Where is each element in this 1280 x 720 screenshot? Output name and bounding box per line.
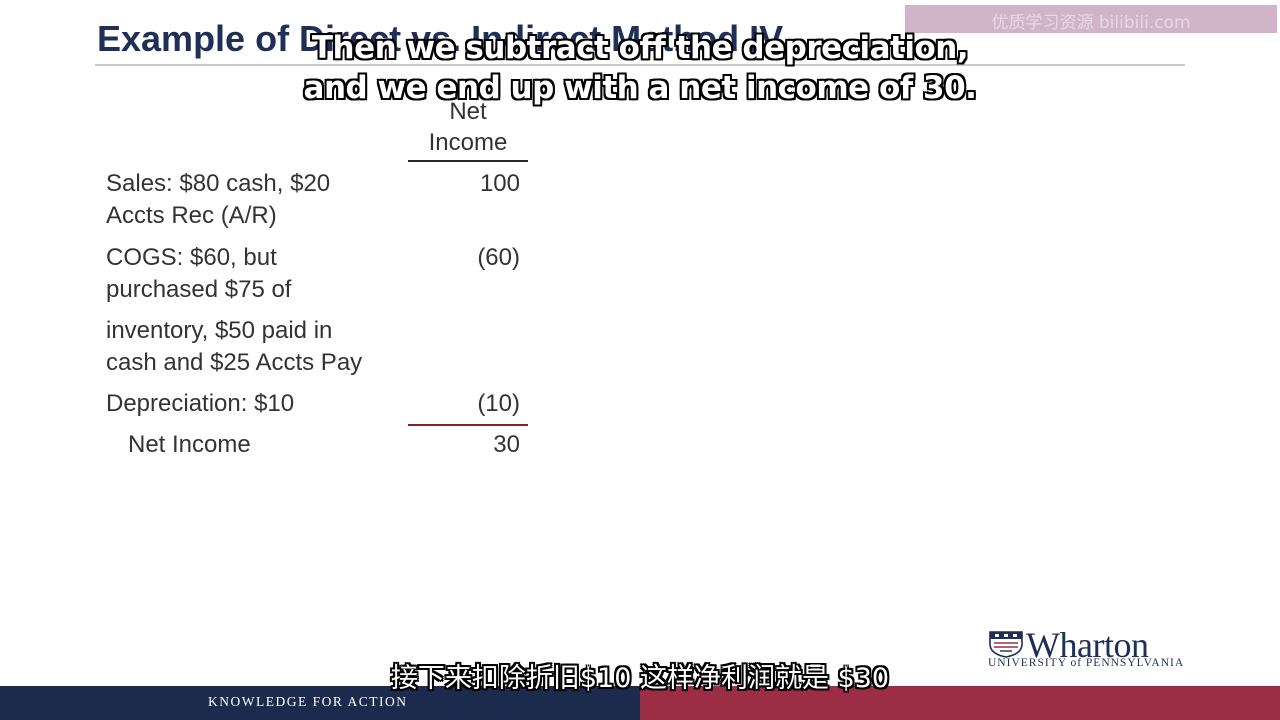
column-header-line-1: Net: [449, 98, 487, 125]
footer-tagline: KNOWLEDGE FOR ACTION: [208, 694, 408, 709]
row-label-net-income: Net Income: [128, 429, 251, 461]
subtitle-english-line-1: Then we subtract off the depreciation,: [311, 30, 969, 66]
subtitle-english: Then we subtract off the depreciation, a…: [300, 28, 980, 108]
watermark-banner: [905, 5, 1277, 33]
watermark-text: 优质学习资源 bilibili.com: [991, 13, 1191, 33]
subtitle-english-line-2: and we end up with a net income of 30.: [303, 70, 977, 106]
wharton-logo: Wharton UNIVERSITY of PENNSYLVANIA: [988, 625, 1193, 674]
row-label-line: Net Income: [128, 431, 251, 458]
shield-icon: [989, 631, 1023, 658]
row-value-depreciation: (10): [477, 390, 520, 417]
column-header: Net Income: [408, 96, 528, 158]
logo-subtitle: UNIVERSITY of PENNSYLVANIA: [988, 657, 1185, 669]
row-value-cogs: (60): [477, 244, 520, 271]
footer-bar-navy: [0, 686, 640, 720]
title-divider: [95, 64, 1185, 66]
logo-wordmark: Wharton: [1026, 625, 1149, 665]
slide-title: Example of Direct vs. Indirect Method IV: [97, 18, 784, 59]
row-label-sales: Sales: $80 cash, $20 Accts Rec (A/R): [106, 168, 330, 232]
subtitle-chinese: 接下来扣除折旧$10 这样净利润就是 $30: [390, 663, 890, 694]
row-label-depreciation: Depreciation: $10: [106, 388, 294, 420]
row-value-sales: 100: [479, 170, 520, 197]
row-label-line: COGS: $60, but: [106, 244, 277, 271]
footer-bar-maroon: [640, 686, 1280, 720]
row-value-net-income: 30: [493, 431, 520, 458]
column-header-underline: [408, 160, 528, 162]
row-label-line: Sales: $80 cash, $20: [106, 170, 331, 197]
row-label-cogs: COGS: $60, but purchased $75 of inventor…: [106, 242, 362, 379]
row-label-line: Accts Rec (A/R): [106, 202, 277, 229]
column-header-line-2: Income: [428, 129, 508, 156]
row-label-line: cash and $25 Accts Pay: [106, 349, 363, 376]
row-label-line: purchased $75 of: [106, 276, 292, 303]
row-label-line: inventory, $50 paid in: [106, 317, 333, 344]
row-label-line: Depreciation: $10: [106, 390, 295, 417]
total-underline: [408, 424, 528, 426]
